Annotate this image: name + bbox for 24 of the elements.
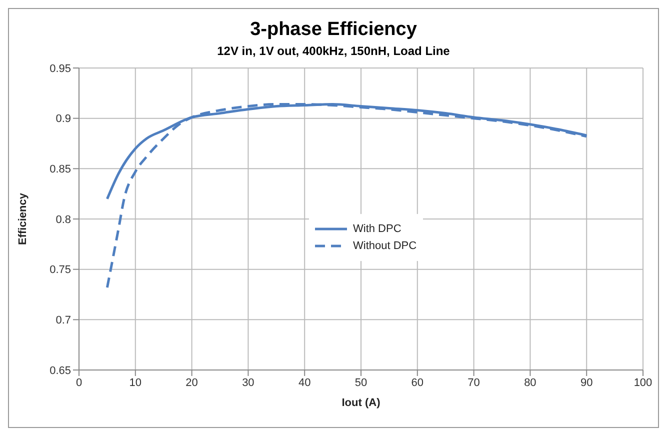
- y-axis-title: Efficiency: [16, 192, 29, 245]
- x-tick-label: 90: [580, 376, 593, 389]
- y-tick-label: 0.8: [56, 214, 71, 226]
- x-tick-label: 80: [524, 376, 536, 389]
- y-tick-label: 0.95: [50, 62, 71, 75]
- x-tick-label: 20: [186, 376, 198, 389]
- x-tick-label: 0: [76, 376, 82, 389]
- y-tick-label: 0.7: [56, 314, 71, 327]
- x-tick-label: 60: [411, 376, 424, 389]
- x-tick-label: 10: [129, 376, 142, 389]
- x-tick-label: 30: [242, 376, 254, 389]
- x-tick-label: 40: [298, 376, 311, 389]
- x-tick-label: 70: [468, 376, 480, 389]
- x-tick-label: 100: [634, 376, 652, 389]
- chart-title: 3-phase Efficiency: [249, 19, 418, 41]
- y-tick-label: 0.65: [50, 364, 71, 377]
- x-axis-title: Iout (A): [342, 397, 381, 409]
- legend-label: With DPC: [353, 223, 402, 235]
- y-tick-label: 0.9: [56, 113, 71, 126]
- chart-subtitle: 12V in, 1V out, 400kHz, 150nH, Load Line: [216, 44, 451, 58]
- x-tick-label: 50: [354, 376, 368, 389]
- y-tick-label: 0.85: [50, 164, 71, 176]
- legend-label: Without DPC: [353, 240, 417, 252]
- y-tick-label: 0.75: [50, 264, 71, 276]
